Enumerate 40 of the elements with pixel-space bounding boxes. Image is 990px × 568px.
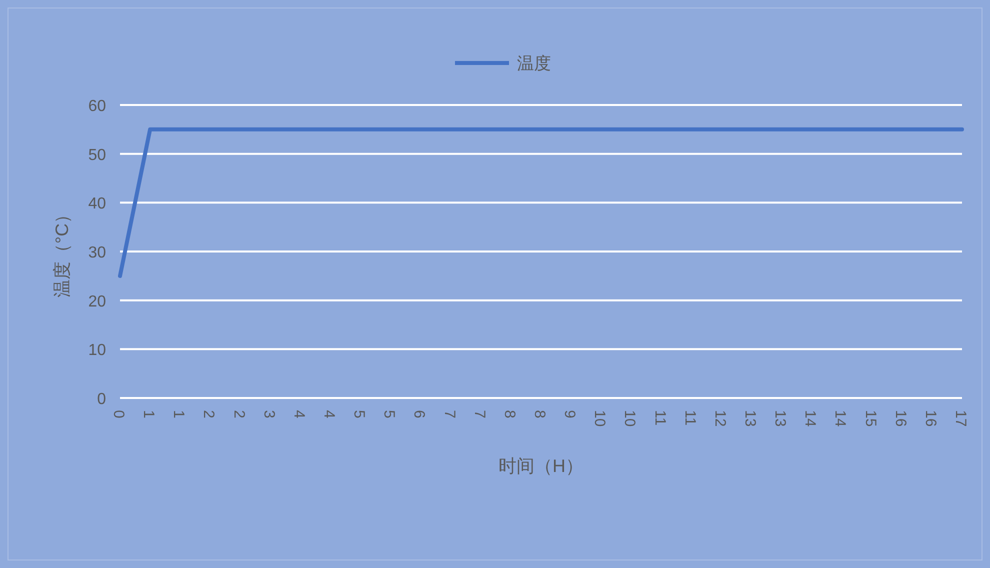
- y-tick-label: 40: [88, 196, 106, 213]
- y-tick-label: 50: [88, 146, 106, 164]
- x-tick-label: 12: [711, 410, 728, 427]
- x-tick-label: 5: [380, 410, 398, 418]
- x-tick-label: 10: [591, 410, 608, 427]
- y-tick-label: 10: [88, 342, 106, 360]
- y-tick-label: 30: [88, 244, 106, 262]
- x-tick-label: 16: [922, 410, 939, 427]
- x-tick-label: 11: [681, 410, 698, 426]
- x-tick-label: 1: [170, 410, 188, 418]
- y-tick-label: 0: [97, 391, 106, 408]
- x-tick-label: 7: [440, 410, 458, 418]
- x-tick-label: 3: [260, 410, 278, 418]
- x-tick-label: 10: [621, 410, 638, 427]
- x-tick-label: 17: [952, 410, 969, 427]
- x-tick-label: 8: [500, 410, 518, 418]
- x-tick-label: 13: [772, 410, 789, 427]
- x-tick-label: 6: [410, 410, 428, 418]
- x-tick-label: 14: [832, 410, 849, 427]
- x-tick-label: 15: [862, 410, 879, 427]
- x-tick-label: 7: [470, 410, 488, 418]
- x-axis-title: 时间（H）: [498, 456, 584, 476]
- y-axis-title: 温度（°C）: [52, 205, 72, 298]
- x-tick-label: 14: [802, 410, 819, 427]
- x-tick-label: 16: [892, 410, 909, 427]
- x-tick-label: 0: [110, 410, 127, 418]
- x-tick-label: 9: [561, 410, 578, 418]
- legend: 温度: [455, 54, 551, 73]
- x-tick-label: 2: [230, 410, 248, 418]
- y-tick-label: 20: [88, 293, 106, 310]
- legend-label: 温度: [517, 54, 551, 73]
- x-tick-label: 5: [350, 410, 368, 418]
- x-tick-label: 4: [290, 410, 308, 418]
- x-tick-label: 11: [651, 410, 668, 426]
- x-tick-label: 13: [742, 410, 758, 427]
- x-tick-label: 8: [531, 410, 548, 418]
- x-tick-label: 4: [320, 410, 338, 418]
- y-tick-label: 60: [88, 98, 106, 115]
- x-tick-label: 2: [200, 410, 218, 418]
- x-tick-label: 1: [140, 410, 158, 418]
